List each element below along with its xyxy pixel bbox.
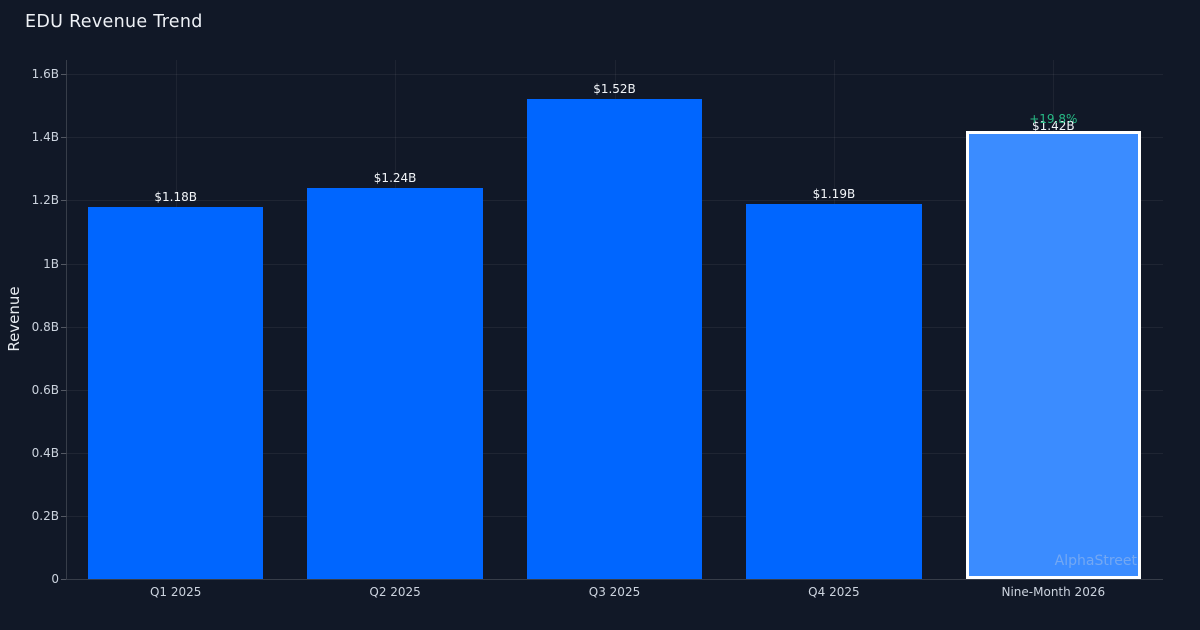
y-tick-label: 0.8B bbox=[31, 319, 59, 334]
y-axis-line bbox=[66, 60, 67, 579]
y-tick-mark bbox=[61, 74, 66, 76]
chart-title: EDU Revenue Trend bbox=[25, 12, 203, 32]
x-axis-line bbox=[66, 579, 1163, 580]
delta-label: +19.8% bbox=[1029, 112, 1078, 126]
y-tick-label: 1.2B bbox=[31, 193, 59, 208]
x-tick-label: Q4 2025 bbox=[808, 585, 860, 599]
bar-value-label: $1.24B bbox=[373, 170, 417, 185]
y-tick-label: 0 bbox=[51, 572, 59, 586]
bar-value-label: $1.52B bbox=[593, 82, 636, 97]
bar-value-label: $1.19B bbox=[812, 186, 856, 201]
y-tick-mark bbox=[61, 452, 66, 454]
y-tick-mark bbox=[61, 263, 66, 265]
bar-q4-2025[interactable] bbox=[746, 203, 922, 579]
y-tick-mark bbox=[61, 579, 66, 580]
y-tick-mark bbox=[61, 515, 66, 517]
bar-q1-2025[interactable] bbox=[87, 206, 264, 579]
y-axis-title: Revenue bbox=[5, 286, 23, 352]
bar-nine-month-2026[interactable] bbox=[965, 131, 1141, 579]
y-tick-label: 0.4B bbox=[31, 445, 59, 460]
y-tick-label: 1.4B bbox=[31, 130, 59, 145]
bar-q2-2025[interactable] bbox=[307, 187, 483, 579]
y-tick-label: 0.2B bbox=[31, 508, 59, 523]
y-tick-mark bbox=[61, 137, 66, 139]
y-tick-mark bbox=[61, 389, 66, 391]
bar-value-label: $1.42B bbox=[1032, 119, 1075, 133]
x-tick-label: Nine-Month 2026 bbox=[1001, 585, 1106, 599]
y-tick-label: 1B bbox=[43, 256, 59, 271]
y-tick-mark bbox=[61, 326, 66, 328]
x-tick-label: Q1 2025 bbox=[149, 585, 202, 599]
bar-value-label: $1.18B bbox=[154, 189, 197, 204]
y-tick-label: 0.6B bbox=[31, 382, 59, 397]
x-tick-label: Q3 2025 bbox=[588, 585, 641, 599]
x-tick-label: Q2 2025 bbox=[369, 585, 421, 599]
h-gridline bbox=[66, 74, 1163, 76]
y-tick-mark bbox=[61, 200, 66, 202]
bar-q3-2025[interactable] bbox=[526, 99, 703, 579]
y-tick-label: 1.6B bbox=[31, 67, 59, 82]
